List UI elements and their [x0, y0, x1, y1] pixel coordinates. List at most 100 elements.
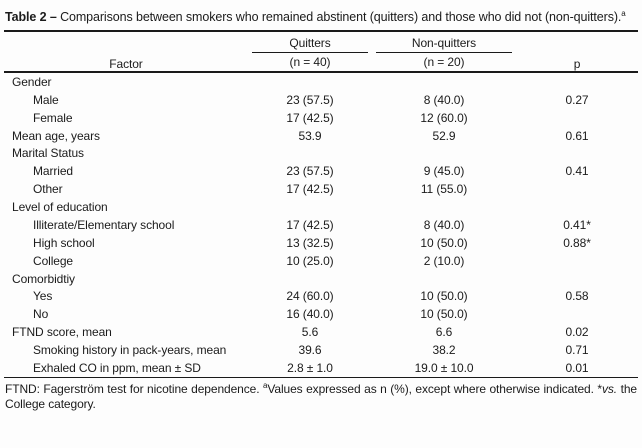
non-quitters-cell: 38.2	[432, 343, 456, 358]
table-body: Gender Male 23 (57.5) 8 (40.0) 0.27 Female 17 …	[4, 72, 638, 377]
quitters-cell: 24 (60.0)	[286, 289, 334, 304]
factor-cell: High school	[33, 235, 95, 250]
quitters-cell: 13 (32.5)	[286, 235, 334, 250]
factor-cell: Married	[33, 164, 73, 179]
quitters-cell: 10 (25.0)	[286, 253, 334, 268]
non-quitters-cell	[372, 198, 516, 216]
column-header-factor: Factor	[109, 57, 143, 71]
factor-cell: Smoking history in pack-years, mean	[33, 343, 227, 358]
quitters-cell: 16 (40.0)	[286, 307, 334, 322]
non-quitters-cell: 10 (50.0)	[420, 235, 468, 250]
factor-cell: Marital Status	[12, 146, 84, 161]
table-row: High school 13 (32.5) 10 (50.0) 0.88*	[4, 234, 638, 252]
table-row: Married 23 (57.5) 9 (45.0) 0.41	[4, 162, 638, 180]
non-quitters-cell: 6.6	[435, 325, 453, 340]
table-row: Female 17 (42.5) 12 (60.0)	[4, 109, 638, 127]
p-value-cell	[516, 145, 638, 163]
table-row: Marital Status	[4, 145, 638, 163]
quitters-cell: 23 (57.5)	[286, 92, 334, 107]
non-quitters-cell: 19.0 ± 10.0	[414, 360, 474, 375]
p-value-cell	[516, 72, 638, 91]
footnote-category-note: the College category.	[5, 381, 637, 412]
factor-cell: Male	[33, 92, 59, 107]
footnote-values-note: Values expressed as n (%), except where …	[267, 381, 602, 396]
non-quitters-cell	[372, 72, 516, 91]
factor-cell: Comorbidtiy	[12, 271, 75, 286]
quitters-cell: 39.6	[298, 343, 322, 358]
non-quitters-cell: 8 (40.0)	[423, 92, 465, 107]
table-row: Mean age, years 53.9 52.9 0.61	[4, 127, 638, 145]
quitters-label: Quitters	[252, 36, 368, 53]
non-quitters-cell: 8 (40.0)	[423, 217, 465, 232]
factor-cell: Other	[33, 182, 63, 197]
footnote-superscript: a	[263, 380, 268, 390]
p-value-cell	[516, 270, 638, 288]
column-header-non-quitters: Non-quitters	[372, 31, 516, 53]
non-quitters-label: Non-quitters	[376, 36, 512, 53]
non-quitters-cell: 10 (50.0)	[420, 289, 468, 304]
non-quitters-cell: 52.9	[432, 128, 456, 143]
factor-cell: College	[33, 253, 73, 268]
column-header-quitters: Quitters	[248, 31, 372, 53]
quitters-sample-size: (n = 40)	[289, 55, 331, 69]
p-value-cell	[516, 198, 638, 216]
comparison-table: Factor Quitters Non-quitters p (n = 40) …	[4, 30, 638, 378]
quitters-cell: 2.8 ± 1.0	[287, 360, 333, 375]
p-value-cell	[516, 180, 638, 198]
table-row: Gender	[4, 72, 638, 91]
quitters-cell	[248, 270, 372, 288]
factor-cell: Illiterate/Elementary school	[33, 217, 175, 232]
p-value-cell: 0.61	[565, 128, 589, 143]
factor-cell: Yes	[33, 289, 53, 304]
p-value-cell: 0.27	[565, 92, 589, 107]
table-row: Illiterate/Elementary school 17 (42.5) 8 (…	[4, 216, 638, 234]
p-value-cell: 0.71	[565, 343, 589, 358]
caption-superscript: a	[621, 8, 626, 18]
table-row: Exhaled CO in ppm, mean ± SD 2.8 ± 1.0 19.…	[4, 359, 638, 377]
table-caption: Table 2 – Comparisons between smokers wh…	[5, 9, 637, 25]
table-row: Comorbidtiy	[4, 270, 638, 288]
factor-cell: Gender	[12, 74, 52, 89]
table-row: Smoking history in pack-years, mean 39.6 3…	[4, 341, 638, 359]
quitters-cell: 23 (57.5)	[286, 164, 334, 179]
quitters-cell: 53.9	[298, 128, 322, 143]
factor-cell: No	[33, 307, 49, 322]
quitters-cell: 17 (42.5)	[286, 182, 334, 197]
factor-cell: Mean age, years	[12, 128, 100, 143]
p-value-cell: 0.41	[565, 164, 589, 179]
table-header: Factor Quitters Non-quitters p (n = 40) …	[4, 31, 638, 72]
p-value-cell: 0.02	[565, 325, 589, 340]
column-header-p: p	[573, 57, 581, 71]
p-value-cell	[516, 109, 638, 127]
non-quitters-cell: 9 (45.0)	[423, 164, 465, 179]
non-quitters-cell	[372, 145, 516, 163]
p-value-cell: 0.01	[565, 360, 589, 375]
table-row: Yes 24 (60.0) 10 (50.0) 0.58	[4, 288, 638, 306]
non-quitters-cell: 2 (10.0)	[423, 253, 465, 268]
table-footnote: FTND: Fagerström test for nicotine depen…	[5, 380, 637, 413]
quitters-cell	[248, 145, 372, 163]
caption-text: Comparisons between smokers who remained…	[60, 10, 622, 24]
factor-cell: Exhaled CO in ppm, mean ± SD	[33, 360, 201, 375]
p-value-cell	[516, 252, 638, 270]
non-quitters-sample-size: (n = 20)	[423, 55, 465, 69]
table-row: Level of education	[4, 198, 638, 216]
non-quitters-cell: 11 (55.0)	[420, 182, 468, 197]
footnote-vs: vs.	[602, 381, 618, 396]
table-row: FTND score, mean 5.6 6.6 0.02	[4, 323, 638, 341]
factor-cell: Female	[33, 110, 73, 125]
quitters-cell: 5.6	[301, 325, 319, 340]
p-value-cell: 0.88*	[563, 235, 591, 250]
quitters-cell	[248, 72, 372, 91]
table-row: Other 17 (42.5) 11 (55.0)	[4, 180, 638, 198]
table-row: College 10 (25.0) 2 (10.0)	[4, 252, 638, 270]
p-value-cell: 0.41*	[563, 217, 591, 232]
p-value-cell: 0.58	[565, 289, 589, 304]
table-row: No 16 (40.0) 10 (50.0)	[4, 305, 638, 323]
p-value-cell	[516, 305, 638, 323]
factor-cell: Level of education	[12, 200, 108, 215]
table-label: Table 2	[5, 10, 47, 24]
quitters-cell: 17 (42.5)	[286, 217, 334, 232]
footnote-abbreviation: FTND: Fagerström test for nicotine depen…	[5, 381, 263, 396]
factor-cell: FTND score, mean	[12, 325, 112, 340]
